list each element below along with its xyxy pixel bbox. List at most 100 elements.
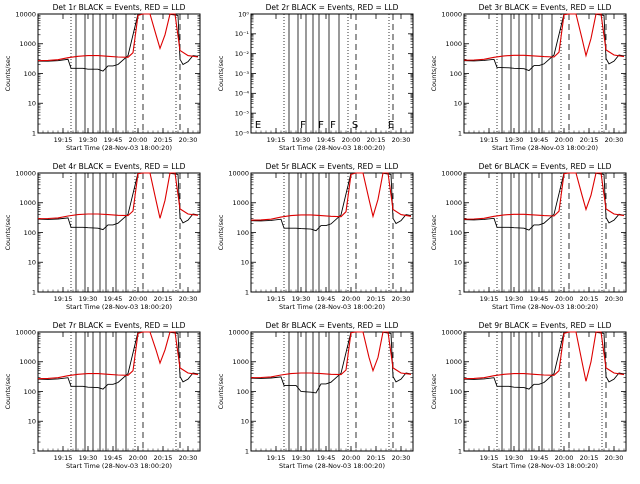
y-tick-label: 1000 — [445, 40, 462, 48]
x-tick-label: 19:30 — [505, 454, 524, 462]
y-tick-label: 10000 — [441, 169, 462, 177]
x-tick-label: 19:45 — [530, 454, 549, 462]
x-tick-label: 20:00 — [129, 295, 148, 303]
flag-annotation: E — [388, 120, 394, 131]
y-tick-label: 10 — [28, 418, 36, 426]
y-tick-label: 10 — [28, 259, 36, 267]
x-tick-label: 20:15 — [367, 295, 386, 303]
y-axis-label: Counts/sec — [430, 55, 438, 91]
y-tick-label: 100 — [237, 229, 249, 237]
x-axis-label: Start Time (28-Nov-03 18:00:20) — [66, 144, 172, 152]
detector-panel: Det 4r BLACK = Events, RED = LLD 1 10 100 10… — [4, 162, 201, 311]
y-tick-label: 100 — [450, 70, 462, 78]
y-tick-label: 10⁻³ — [235, 70, 250, 78]
axes-box — [37, 172, 201, 293]
events-series-line — [463, 172, 625, 231]
y-tick-label: 10⁻² — [235, 50, 250, 58]
lld-series-line — [37, 172, 199, 220]
x-tick-label: 20:15 — [367, 136, 386, 144]
flag-annotation: F — [318, 120, 324, 131]
y-tick-label: 10⁻⁴ — [235, 90, 250, 98]
y-tick-label: 10000 — [441, 10, 462, 18]
x-tick-label: 20:15 — [580, 295, 599, 303]
x-axis-label: Start Time (28-Nov-03 18:00:20) — [279, 303, 385, 311]
y-axis-label: Counts/sec — [430, 373, 438, 409]
y-tick-label: 1 — [458, 129, 462, 137]
y-tick-label: 10⁻¹ — [235, 30, 250, 38]
y-tick-label: 100 — [450, 229, 462, 237]
panel-title: Det 8r BLACK = Events, RED = LLD — [266, 321, 399, 330]
detector-panel: Det 3r BLACK = Events, RED = LLD 1 10 100 10… — [430, 3, 627, 152]
flag-annotation: F — [300, 120, 306, 131]
x-tick-label: 20:00 — [555, 136, 574, 144]
x-tick-label: 19:15 — [54, 295, 73, 303]
y-axis-label: Counts/sec — [430, 214, 438, 250]
y-tick-label: 10000 — [15, 169, 36, 177]
y-axis-label: Counts/sec — [4, 373, 12, 409]
y-tick-label: 1 — [32, 447, 36, 455]
y-tick-label: 10 — [241, 418, 249, 426]
y-tick-label: 10000 — [228, 328, 249, 336]
y-axis-label: Counts/sec — [4, 214, 12, 250]
events-series-line — [250, 172, 412, 232]
y-axis-label: Counts/sec — [4, 55, 12, 91]
y-tick-label: 10 — [28, 100, 36, 108]
y-tick-label: 100 — [24, 388, 36, 396]
x-axis-label: Start Time (28-Nov-03 18:00:20) — [66, 462, 172, 470]
x-tick-label: 19:30 — [505, 295, 524, 303]
y-tick-label: 1000 — [232, 199, 249, 207]
axes-box — [250, 331, 414, 452]
detector-panel: Det 7r BLACK = Events, RED = LLD 1 10 100 10… — [4, 321, 201, 470]
y-tick-label: 10⁻⁶ — [235, 129, 250, 137]
x-tick-label: 20:30 — [179, 295, 198, 303]
y-tick-label: 1 — [32, 129, 36, 137]
x-tick-label: 20:00 — [555, 295, 574, 303]
y-axis-label: Counts/sec — [217, 214, 225, 250]
y-tick-label: 10 — [454, 259, 462, 267]
x-axis-label: Start Time (28-Nov-03 18:00:20) — [279, 144, 385, 152]
lld-series-line — [463, 172, 625, 220]
panel-title: Det 4r BLACK = Events, RED = LLD — [53, 162, 186, 171]
lld-series-line — [463, 13, 625, 61]
x-tick-label: 19:15 — [54, 454, 73, 462]
x-tick-label: 20:15 — [580, 454, 599, 462]
y-tick-label: 1 — [245, 288, 249, 296]
axes-box — [463, 13, 627, 134]
x-axis-label: Start Time (28-Nov-03 18:00:20) — [492, 144, 598, 152]
y-tick-label: 10 — [241, 259, 249, 267]
x-tick-label: 20:30 — [392, 295, 411, 303]
x-tick-label: 19:45 — [317, 454, 336, 462]
y-tick-label: 10000 — [228, 169, 249, 177]
detector-panel: Det 6r BLACK = Events, RED = LLD 1 10 100 10… — [430, 162, 627, 311]
events-series-line — [37, 331, 199, 390]
y-tick-label: 10000 — [15, 10, 36, 18]
x-tick-label: 19:15 — [54, 136, 73, 144]
panel-title: Det 9r BLACK = Events, RED = LLD — [479, 321, 612, 330]
x-tick-label: 20:15 — [154, 454, 173, 462]
x-tick-label: 20:00 — [342, 136, 361, 144]
x-tick-label: 19:30 — [79, 136, 98, 144]
x-tick-label: 19:15 — [480, 295, 499, 303]
detector-panel: Det 5r BLACK = Events, RED = LLD 1 10 100 10… — [217, 162, 414, 311]
panel-title: Det 5r BLACK = Events, RED = LLD — [266, 162, 399, 171]
x-tick-label: 19:45 — [104, 454, 123, 462]
y-tick-label: 1000 — [19, 40, 36, 48]
x-axis-label: Start Time (28-Nov-03 18:00:20) — [492, 462, 598, 470]
events-series-line — [463, 13, 625, 72]
y-tick-label: 100 — [450, 388, 462, 396]
x-tick-label: 19:45 — [104, 295, 123, 303]
panel-title: Det 7r BLACK = Events, RED = LLD — [53, 321, 186, 330]
detector-panel: Det 1r BLACK = Events, RED = LLD 1 10 100 10… — [4, 3, 201, 152]
events-series-line — [250, 331, 412, 394]
lld-series-line — [250, 172, 412, 221]
x-tick-label: 20:00 — [342, 454, 361, 462]
x-tick-label: 19:45 — [530, 295, 549, 303]
x-tick-label: 19:30 — [292, 136, 311, 144]
x-tick-label: 19:15 — [267, 295, 286, 303]
flag-annotation: F — [330, 120, 336, 131]
x-tick-label: 19:30 — [79, 454, 98, 462]
x-tick-label: 20:15 — [154, 136, 173, 144]
x-tick-label: 19:15 — [480, 136, 499, 144]
panel-title: Det 3r BLACK = Events, RED = LLD — [479, 3, 612, 12]
